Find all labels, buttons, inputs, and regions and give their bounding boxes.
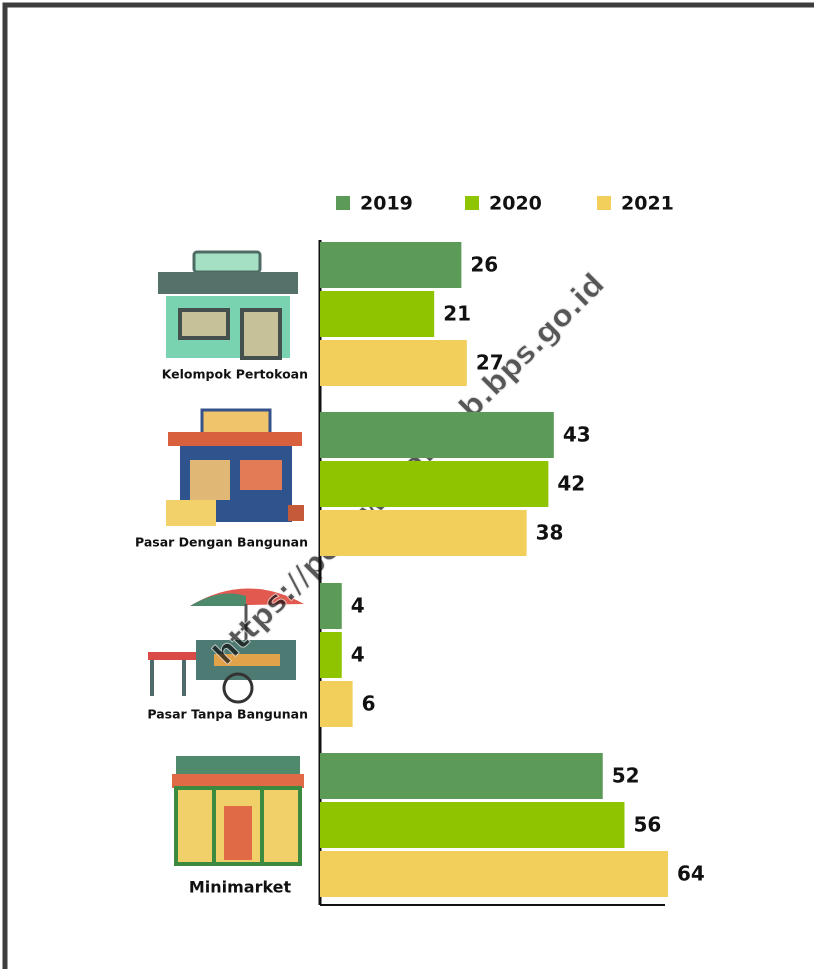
bar — [320, 291, 434, 337]
data-label: 21 — [443, 302, 471, 326]
shop-icon — [158, 252, 298, 358]
bar — [320, 412, 554, 458]
data-label: 42 — [557, 472, 585, 496]
data-label: 26 — [470, 253, 498, 277]
bar — [320, 753, 603, 799]
chart: https://pesawarankab.bps.go.id 201920202… — [0, 0, 814, 969]
legend-label: 2021 — [621, 193, 674, 215]
page: {"chart_data": {"type": "bar", "orientat… — [0, 0, 814, 969]
category-label: Kelompok Pertokoan — [162, 367, 308, 382]
data-label: 56 — [634, 813, 662, 837]
data-label: 27 — [476, 351, 504, 375]
data-label: 43 — [563, 423, 591, 447]
legend-swatch — [465, 196, 479, 210]
bar — [320, 242, 461, 288]
market-icon — [166, 410, 304, 526]
category-label: Pasar Dengan Bangunan — [135, 535, 308, 550]
data-label: 64 — [677, 862, 705, 886]
bar — [320, 681, 353, 727]
bar — [320, 632, 342, 678]
data-label: 6 — [362, 692, 376, 716]
data-label: 4 — [351, 594, 365, 618]
data-label: 52 — [612, 764, 640, 788]
category-label: Pasar Tanpa Bangunan — [147, 707, 308, 722]
minimarket-icon — [172, 756, 304, 864]
category-label: Minimarket — [189, 878, 292, 897]
data-label: 4 — [351, 643, 365, 667]
legend-swatch — [597, 196, 611, 210]
bar — [320, 510, 527, 556]
bar — [320, 802, 625, 848]
bar — [320, 851, 668, 897]
legend-label: 2020 — [489, 193, 542, 215]
bar — [320, 583, 342, 629]
legend-label: 2019 — [360, 193, 413, 215]
data-label: 38 — [536, 521, 564, 545]
bar — [320, 461, 548, 507]
bar — [320, 340, 467, 386]
legend-swatch — [336, 196, 350, 210]
